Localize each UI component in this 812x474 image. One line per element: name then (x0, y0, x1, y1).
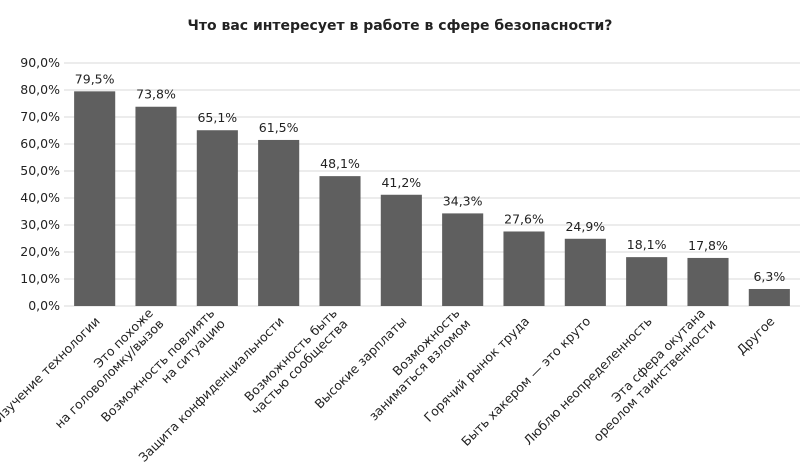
y-tick-label: 50,0% (20, 163, 60, 178)
x-tick-label-line: Изучение технологии (0, 314, 103, 426)
value-label: 27,6% (504, 211, 544, 226)
y-tick-label: 80,0% (20, 82, 60, 97)
bar (196, 130, 238, 306)
bar (135, 106, 177, 307)
value-label: 18,1% (627, 237, 667, 252)
y-tick-label: 0,0% (28, 298, 60, 313)
value-label: 24,9% (565, 219, 605, 234)
value-label: 73,8% (136, 87, 176, 102)
chart-title: Что вас интересует в работе в сфере безо… (188, 18, 613, 34)
x-tick-label: Изучение технологии (0, 314, 103, 426)
bar (442, 213, 484, 306)
bar (687, 257, 729, 306)
bar (564, 238, 606, 306)
y-tick-label: 10,0% (20, 271, 60, 286)
x-tick-label: Возможностьзаниматься взломом (355, 305, 473, 423)
y-tick-label: 90,0% (20, 55, 60, 70)
bar (380, 194, 422, 306)
bar (626, 257, 668, 306)
x-tick-label-line: Быть хакером — это круто (458, 314, 593, 449)
y-tick-label: 60,0% (20, 136, 60, 151)
value-label: 34,3% (443, 193, 483, 208)
y-tick-label: 30,0% (20, 217, 60, 232)
value-label: 79,5% (75, 71, 115, 86)
y-tick-label: 20,0% (20, 244, 60, 259)
value-label: 41,2% (381, 175, 421, 190)
x-tick-label: Возможность бытьчастью сообщества (238, 305, 351, 418)
bar (319, 176, 361, 306)
bar (74, 91, 116, 306)
value-label: 65,1% (197, 110, 237, 125)
x-tick-label-line: ореолом таинственности (590, 316, 718, 444)
x-tick-label: Другое (734, 313, 778, 357)
value-label: 6,3% (753, 269, 785, 284)
x-tick-label: Быть хакером — это круто (458, 314, 593, 449)
bar (258, 139, 300, 306)
value-label: 61,5% (259, 120, 299, 135)
y-tick-label: 70,0% (20, 109, 60, 124)
bar (503, 231, 545, 306)
x-tick-label-line: Другое (734, 313, 778, 357)
value-label: 17,8% (688, 238, 728, 253)
value-label: 48,1% (320, 156, 360, 171)
bar (748, 288, 790, 306)
y-tick-label: 40,0% (20, 190, 60, 205)
